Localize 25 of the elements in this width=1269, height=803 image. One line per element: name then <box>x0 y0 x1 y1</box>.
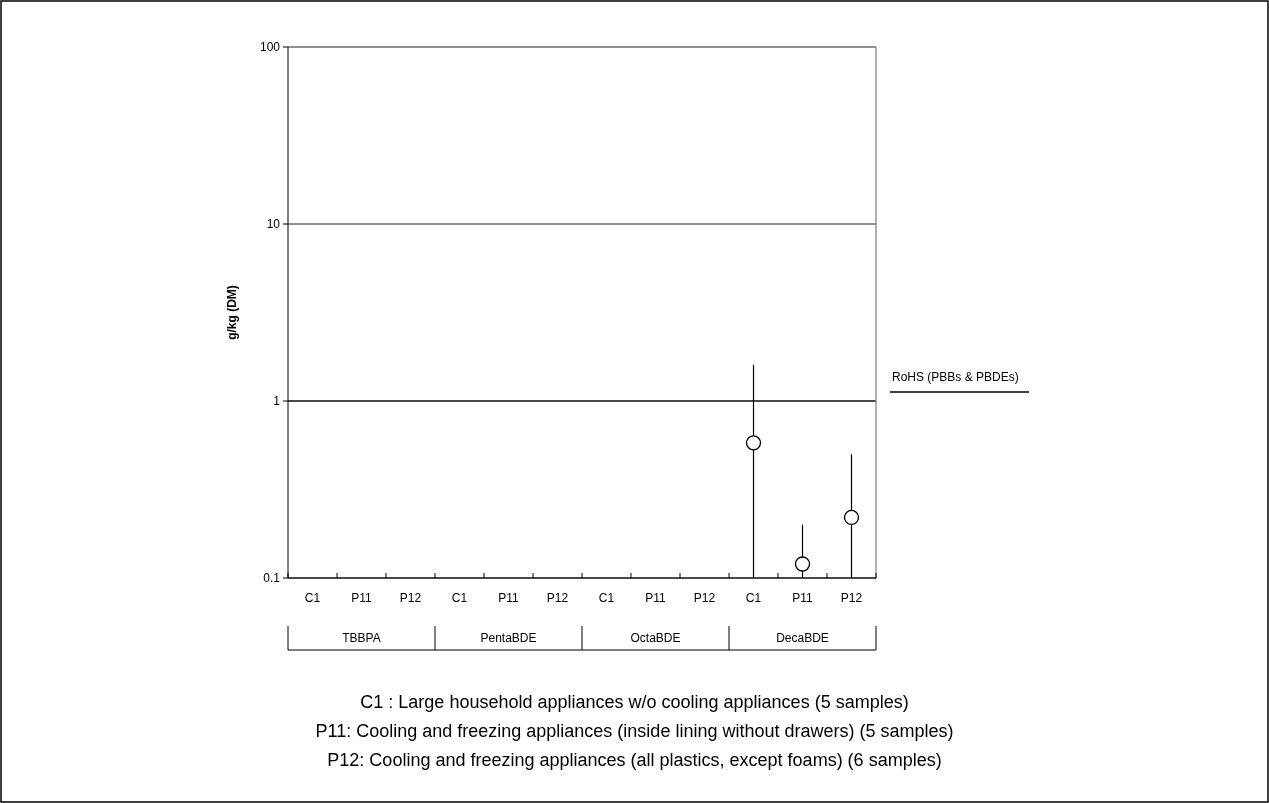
x-tick-label: C1 <box>304 591 321 605</box>
y-tick-label: 0.1 <box>263 571 281 586</box>
x-tick-label: C1 <box>745 591 762 605</box>
y-tick-label: 10 <box>266 217 281 232</box>
x-tick-label: P12 <box>546 591 569 605</box>
x-tick-label: P12 <box>399 591 422 605</box>
text: PentaBDE <box>480 631 537 645</box>
x-tick-label: C1 <box>598 591 615 605</box>
x-tick-label: P11 <box>645 591 667 605</box>
y-tick-label: 1 <box>273 394 281 409</box>
text: OctaBDE <box>630 631 681 645</box>
text: C1 : Large household appliances w/o cooling appliances (5 samples) <box>360 692 909 712</box>
text: DecaBDE <box>776 631 829 645</box>
text: P12: Cooling and freezing appliances (all plastics, except foams) (6 samples) <box>327 750 942 770</box>
y-tick-label: 100 <box>259 40 281 55</box>
text: TBBPA <box>342 631 381 645</box>
x-tick-label: P11 <box>498 591 520 605</box>
x-tick-label: P12 <box>840 591 863 605</box>
y-axis-title: g/kg (DM) <box>225 285 239 340</box>
x-tick-label: P12 <box>693 591 716 605</box>
ref-line-label: RoHS (PBBs & PBDEs) <box>892 370 1019 384</box>
x-tick-label: C1 <box>451 591 468 605</box>
x-tick-label: P11 <box>792 591 814 605</box>
x-tick-label: P11 <box>351 591 373 605</box>
text: P11: Cooling and freezing appliances (inside lining without drawers) (5 samples) <box>315 721 954 741</box>
